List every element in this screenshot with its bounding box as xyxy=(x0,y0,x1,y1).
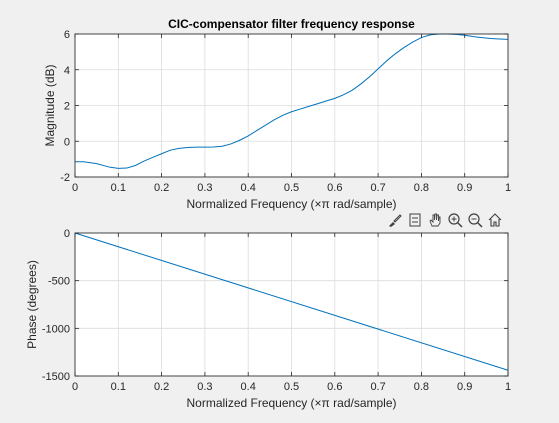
magnitude-xtick-label: 0.2 xyxy=(154,182,169,194)
phase-ytick-label: -1000 xyxy=(42,323,70,335)
magnitude-title: CIC-compensator filter frequency respons… xyxy=(168,17,415,31)
phase-xtick-label: 0.5 xyxy=(284,381,299,393)
home-icon[interactable] xyxy=(486,211,504,229)
magnitude-ytick-label: -2 xyxy=(60,172,70,184)
phase-xtick-label: 1 xyxy=(505,381,511,393)
magnitude-xtick-label: 0.3 xyxy=(197,182,212,194)
phase-xlabel: Normalized Frequency (×π rad/sample) xyxy=(186,396,396,410)
magnitude-ytick-label: 0 xyxy=(64,136,70,148)
magnitude-xtick-label: 0.6 xyxy=(327,182,342,194)
phase-xtick-label: 0.7 xyxy=(370,381,385,393)
magnitude-xtick-label: 1 xyxy=(505,182,511,194)
phase-ytick-label: 0 xyxy=(64,228,70,240)
zoom-out-icon[interactable] xyxy=(466,211,484,229)
magnitude-xtick-label: 0.5 xyxy=(284,182,299,194)
axes-toolbar xyxy=(386,211,504,229)
phase-xtick-label: 0.1 xyxy=(111,381,126,393)
phase-xtick-label: 0.3 xyxy=(197,381,212,393)
phase-xtick-label: 0.2 xyxy=(154,381,169,393)
magnitude-xtick-label: 0.7 xyxy=(370,182,385,194)
magnitude-xtick-label: 0.9 xyxy=(457,182,472,194)
magnitude-xlabel: Normalized Frequency (×π rad/sample) xyxy=(186,197,396,211)
phase-xtick-label: 0.8 xyxy=(414,381,429,393)
legend-icon[interactable] xyxy=(406,211,424,229)
phase-xtick-label: 0 xyxy=(72,381,78,393)
magnitude-axes: 0 0.1 0.2 0.3 0.4 0.5 0.6 0.7 0.8 0.9 1-20246Norma… xyxy=(43,17,511,211)
magnitude-ylabel: Magnitude (dB) xyxy=(43,64,57,146)
zoom-in-icon[interactable] xyxy=(446,211,464,229)
phase-ytick-label: -500 xyxy=(48,276,70,288)
phase-axes: 0 0.1 0.2 0.3 0.4 0.5 0.6 0.7 0.8 0.9 1 -1500 -1000 -… xyxy=(25,228,511,410)
phase-xtick-label: 0.4 xyxy=(241,381,256,393)
phase-xtick-label: 0.6 xyxy=(327,381,342,393)
phase-series-line xyxy=(74,232,509,371)
brush-icon[interactable] xyxy=(386,211,404,229)
phase-ylabel: Phase (degrees) xyxy=(25,260,39,349)
magnitude-ytick-label: 6 xyxy=(64,29,70,41)
magnitude-xtick-label: 0.1 xyxy=(111,182,126,194)
magnitude-xtick-label: 0.8 xyxy=(414,182,429,194)
magnitude-ytick-label: 2 xyxy=(64,101,70,113)
phase-ytick-label: -1500 xyxy=(42,371,70,383)
magnitude-xtick-label: 0.4 xyxy=(241,182,256,194)
phase-xtick-label: 0.9 xyxy=(457,381,472,393)
pan-icon[interactable] xyxy=(426,211,444,229)
magnitude-xtick-label: 0 xyxy=(72,182,78,194)
magnitude-ytick-label: 4 xyxy=(64,65,70,77)
